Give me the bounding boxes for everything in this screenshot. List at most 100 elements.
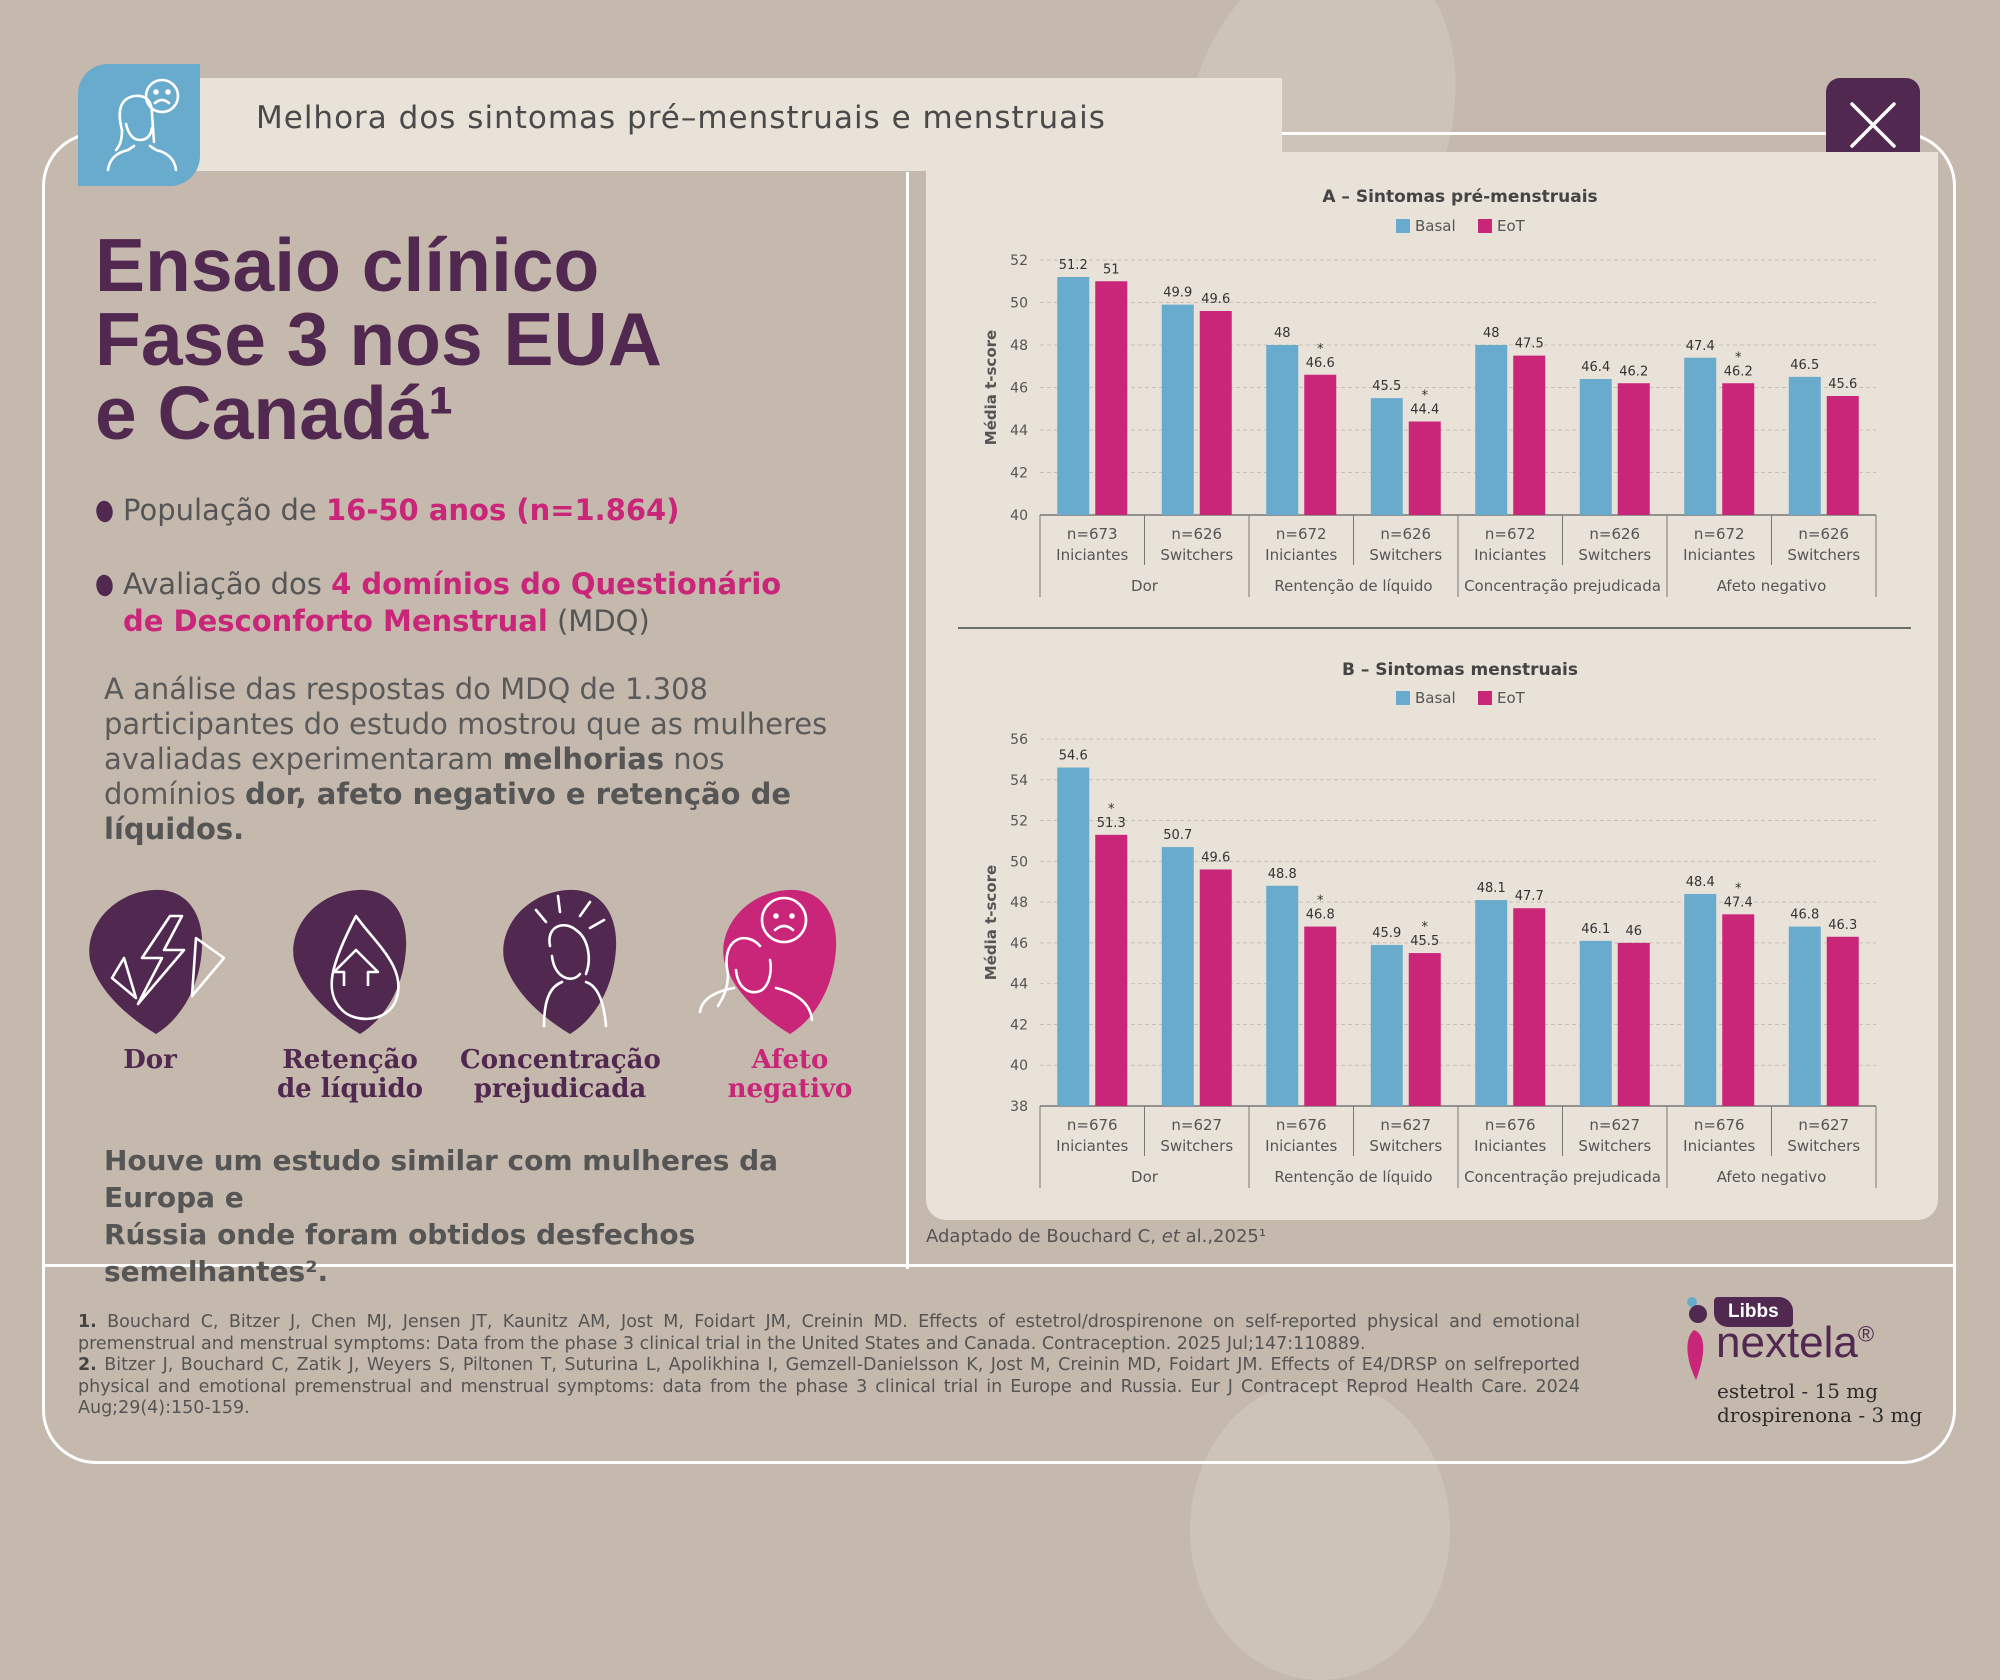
brand-logo-mark	[1687, 1297, 1707, 1380]
x-tick-label: Switchers	[1578, 1137, 1651, 1155]
x-tick-label: Switchers	[1160, 546, 1233, 564]
bar	[1161, 847, 1194, 1106]
bar	[1095, 281, 1128, 515]
x-tick-label: n=627	[1380, 1116, 1431, 1134]
bar	[1617, 383, 1650, 515]
footer-divider	[44, 1264, 1954, 1267]
significance-marker: *	[1317, 894, 1324, 909]
y-tick-label: 50	[1010, 296, 1028, 312]
similar-study-note: Houve um estudo similar com mulheres da …	[104, 1142, 884, 1290]
x-tick-label: n=672	[1276, 525, 1327, 543]
data-label: 50.7	[1163, 828, 1192, 843]
chart-menstrual: B – Sintomas menstruais Basal EoT 38 40 42 44 4…	[982, 660, 1877, 1188]
y-tick-label: 40	[1010, 508, 1028, 524]
x-tick-label: Iniciantes	[1056, 546, 1128, 564]
y-axis-label: Média t-score	[982, 865, 1000, 980]
group-label: Rentenção de líquido	[1274, 1168, 1432, 1186]
data-label: 46.2	[1724, 364, 1753, 379]
data-label: 48	[1483, 326, 1500, 341]
bar	[1579, 940, 1612, 1106]
x-tick-label: Switchers	[1369, 1137, 1442, 1155]
data-label: 51.2	[1059, 258, 1088, 273]
bar	[1408, 421, 1441, 515]
reference-item: 1. Bouchard C, Bitzer J, Chen MJ, Jensen…	[78, 1312, 1580, 1354]
x-tick-label: n=672	[1694, 525, 1745, 543]
significance-marker: *	[1422, 389, 1429, 404]
group-label: Concentração prejudicada	[1464, 577, 1661, 595]
summary-bold: dor, afeto negativo e retenção de	[244, 777, 792, 811]
significance-marker: *	[1422, 920, 1429, 935]
bar	[1617, 942, 1650, 1106]
note-line: Houve um estudo similar com mulheres da …	[104, 1144, 779, 1214]
y-tick-label: 54	[1010, 773, 1028, 789]
x-tick-label: n=676	[1276, 1116, 1327, 1134]
summary-bold: líquidos.	[104, 812, 245, 846]
chart-premenstrual: A – Sintomas pré-menstruais Basal EoT 40 42 4…	[982, 187, 1877, 597]
bullet-highlight: 4 domínios do Questionário	[331, 567, 782, 601]
group-label: Concentração prejudicada	[1464, 1168, 1661, 1186]
bar	[1475, 900, 1508, 1106]
data-label: 47.4	[1724, 895, 1753, 910]
data-label: 48.4	[1686, 875, 1715, 890]
group-label: Rentenção de líquido	[1274, 577, 1432, 595]
data-label: 51.3	[1097, 816, 1126, 831]
column-divider	[906, 172, 909, 1269]
x-tick-label: Iniciantes	[1056, 1137, 1128, 1155]
legend-label: Basal	[1415, 689, 1456, 707]
page-title: Melhora dos sintomas pré–menstruais e me…	[256, 100, 1106, 136]
significance-marker: *	[1735, 350, 1742, 365]
summary-line: participantes do estudo mostrou que as m…	[104, 707, 828, 741]
x-tick-label: Switchers	[1160, 1137, 1233, 1155]
data-label: 45.9	[1372, 926, 1401, 941]
bullet-highlight: 16-50 anos (n=1.864)	[325, 493, 680, 527]
x-tick-label: n=672	[1485, 525, 1536, 543]
data-label: 47.7	[1515, 889, 1544, 904]
sad-woman-icon	[698, 889, 837, 1034]
x-tick-label: Switchers	[1787, 1137, 1860, 1155]
data-label: 51	[1103, 262, 1120, 277]
x-tick-label: Switchers	[1787, 546, 1860, 564]
y-tick-label: 46	[1010, 381, 1028, 397]
data-label: 46.6	[1306, 356, 1335, 371]
group-label: Dor	[1131, 577, 1159, 595]
x-tick-label: n=627	[1798, 1116, 1849, 1134]
data-label: 47.5	[1515, 337, 1544, 352]
bar	[1684, 893, 1717, 1106]
close-icon	[1850, 102, 1896, 148]
headline: Ensaio clínico Fase 3 nos EUA e Canadá¹	[95, 228, 662, 451]
data-label: 49.9	[1163, 286, 1192, 301]
significance-marker: *	[1108, 802, 1115, 817]
bar	[1788, 376, 1821, 515]
x-tick-label: n=626	[1380, 525, 1431, 543]
bar	[1722, 383, 1755, 515]
y-axis-label: Média t-score	[982, 330, 1000, 445]
x-tick-label: Switchers	[1369, 546, 1442, 564]
data-label: 49.6	[1201, 850, 1230, 865]
data-label: 54.6	[1059, 749, 1088, 764]
bar	[1370, 398, 1403, 515]
data-label: 46.4	[1581, 360, 1610, 375]
data-label: 46.5	[1790, 358, 1819, 373]
summary-bold: melhorias	[502, 742, 665, 776]
x-tick-label: n=676	[1485, 1116, 1536, 1134]
legend-label: EoT	[1497, 217, 1526, 235]
bar	[1057, 767, 1090, 1106]
y-tick-label: 38	[1010, 1099, 1028, 1115]
data-label: 46	[1625, 924, 1642, 939]
x-tick-label: Iniciantes	[1265, 1137, 1337, 1155]
group-label: Afeto negativo	[1717, 577, 1827, 595]
y-tick-label: 52	[1010, 814, 1028, 830]
brand-dose-line: estetrol - 15 mg	[1717, 1379, 1879, 1403]
data-label: 48.1	[1477, 881, 1506, 896]
bar	[1408, 953, 1441, 1106]
group-label: Afeto negativo	[1717, 1168, 1827, 1186]
bar	[1475, 345, 1508, 515]
legend-swatch	[1478, 691, 1492, 705]
references: 1. Bouchard C, Bitzer J, Chen MJ, Jensen…	[78, 1312, 1580, 1420]
brand-dose-line: drospirenona - 3 mg	[1717, 1403, 1923, 1427]
x-tick-label: n=676	[1694, 1116, 1745, 1134]
data-label: 46.1	[1581, 922, 1610, 937]
x-tick-label: n=627	[1589, 1116, 1640, 1134]
bar	[1684, 357, 1717, 515]
domain-label-retencao: Retenção de líquido	[276, 1045, 423, 1104]
